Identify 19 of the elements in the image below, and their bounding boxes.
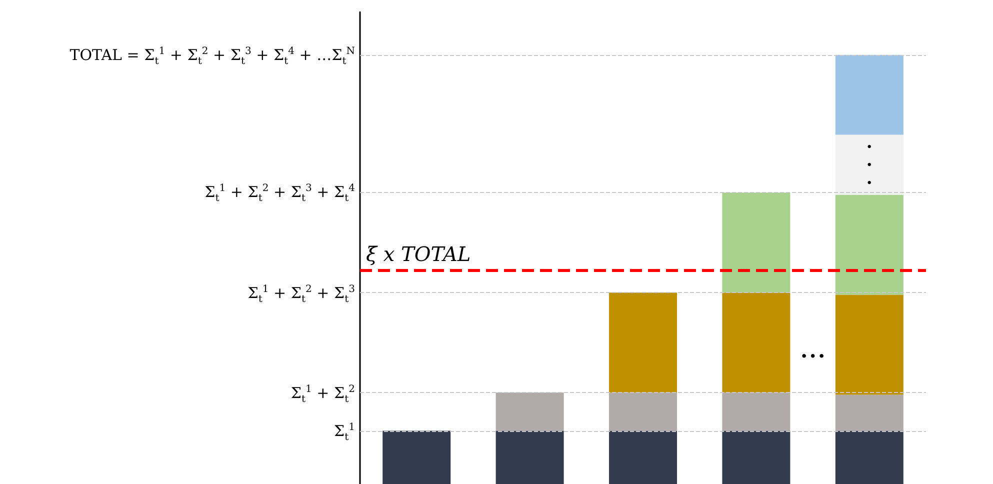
bar bbox=[835, 194, 904, 295]
bar bbox=[835, 294, 904, 395]
bar bbox=[835, 54, 904, 135]
bar bbox=[722, 292, 790, 393]
bar bbox=[722, 430, 790, 484]
bar bbox=[835, 394, 904, 431]
bar bbox=[609, 392, 677, 431]
bar bbox=[835, 430, 904, 484]
bar bbox=[496, 430, 564, 484]
bar bbox=[722, 392, 790, 431]
bar bbox=[835, 134, 904, 195]
bar bbox=[722, 192, 790, 293]
annotation: • • • bbox=[802, 347, 824, 364]
ref-line-label: ξ x TOTAL bbox=[366, 242, 471, 266]
bar bbox=[609, 292, 677, 393]
bar bbox=[609, 430, 677, 484]
bar bbox=[496, 392, 564, 431]
bar bbox=[382, 430, 451, 484]
annotation: • • • bbox=[867, 139, 872, 190]
